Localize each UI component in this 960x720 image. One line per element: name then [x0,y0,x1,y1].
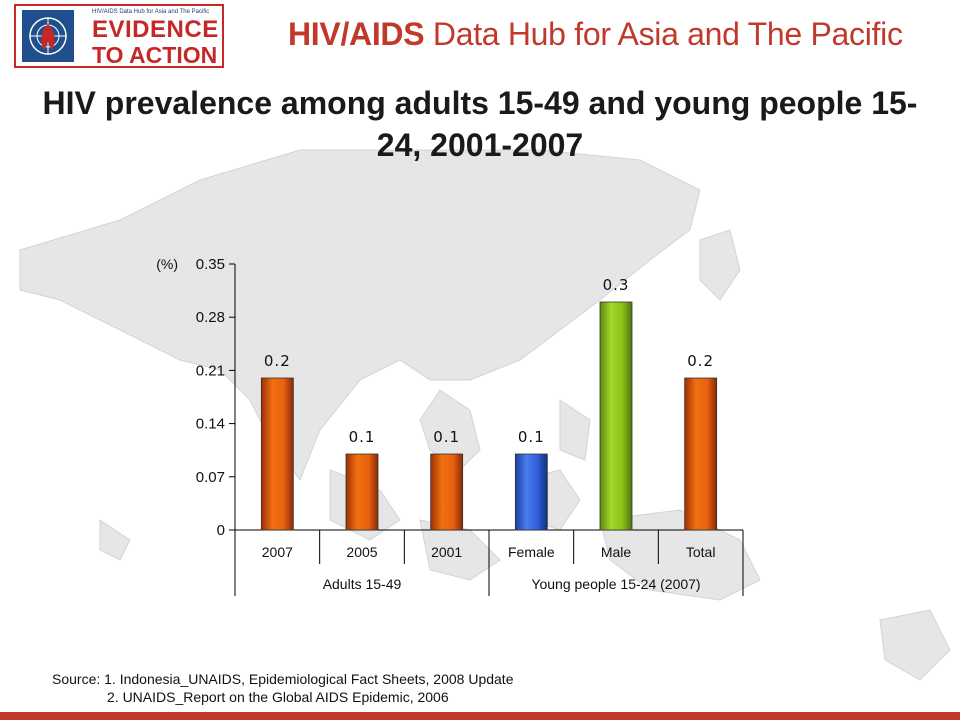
y-tick-label: 0.35 [196,256,225,273]
header-banner: HIV/AIDS Data Hub for Asia and The Pacif… [0,0,960,72]
hub-title-rest: Data Hub for Asia and The Pacific [424,16,903,52]
logo-word-evidence: EVIDENCE [92,16,219,43]
bar-male [599,301,633,531]
y-tick-label: 0.07 [196,469,225,486]
category-label: Total [686,544,716,560]
y-tick-label: 0.28 [196,309,225,326]
data-label: 0.3 [603,276,630,294]
category-label: Male [601,544,632,560]
evidence-to-action-logo: HIV/AIDS Data Hub for Asia and The Pacif… [14,4,224,68]
category-label: 2001 [431,544,462,560]
category-label: Female [508,544,555,560]
source-line-2: 2. UNAIDS_Report on the Global AIDS Epid… [107,689,449,705]
bar-female [514,453,548,531]
y-axis-unit-label: (%) [156,256,178,272]
bar-2001 [430,453,464,531]
y-tick-label: 0.14 [196,416,225,433]
y-tick-label: 0 [217,522,225,539]
bottom-accent-bar [0,712,960,720]
data-label: 0.1 [518,428,545,446]
data-label: 0.1 [349,428,376,446]
data-label: 0.2 [264,352,291,370]
category-label: 2007 [262,544,293,560]
group-label: Young people 15-24 (2007) [531,576,700,592]
data-label: 0.2 [687,352,714,370]
group-label: Adults 15-49 [323,576,402,592]
chart-title: HIV prevalence among adults 15-49 and yo… [42,85,918,163]
data-label: 0.1 [433,428,460,446]
y-tick-label: 0.21 [196,362,225,379]
logo-subtitle: HIV/AIDS Data Hub for Asia and The Pacif… [92,9,210,15]
source-note: Source: 1. Indonesia_UNAIDS, Epidemiolog… [52,670,514,706]
bar-2005 [345,453,379,531]
category-label: 2005 [346,544,377,560]
bar-total [684,377,718,531]
hub-title-bold: HIV/AIDS [288,16,425,52]
hub-title: HIV/AIDS Data Hub for Asia and The Pacif… [288,16,903,53]
un-emblem-icon [22,10,74,62]
bar-2007 [260,377,294,531]
logo-word-to-action: TO ACTION [92,42,218,68]
source-line-1: Source: 1. Indonesia_UNAIDS, Epidemiolog… [52,671,514,687]
